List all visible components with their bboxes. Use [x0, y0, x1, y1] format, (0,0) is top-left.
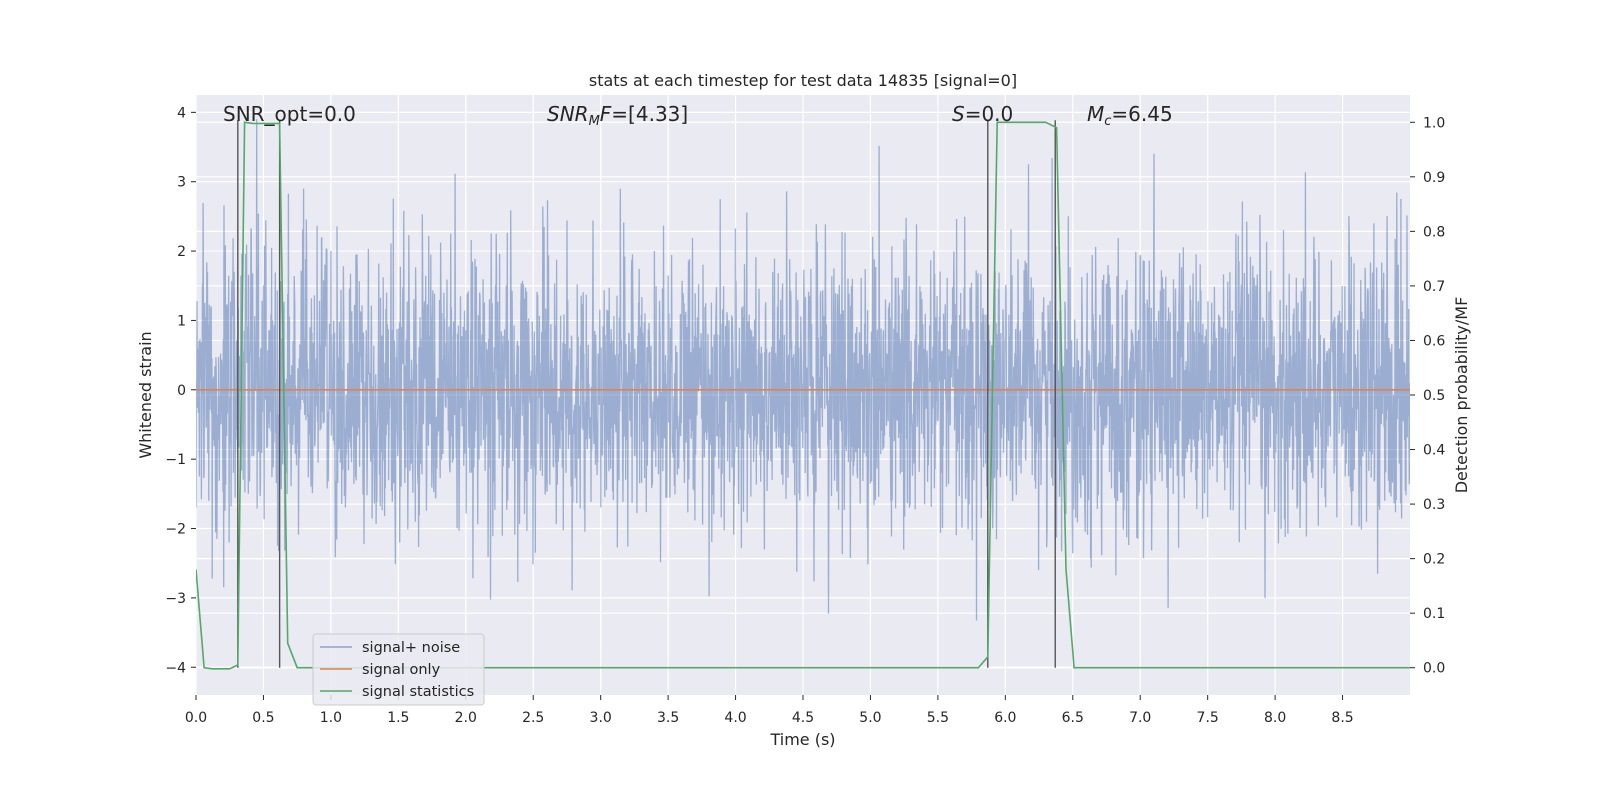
legend-label-signal-noise: signal+ noise — [362, 640, 460, 656]
x-tick-label-5: 2.5 — [522, 710, 544, 726]
y2-tick-label-6: 0.6 — [1423, 333, 1445, 349]
y2-tick-label-9: 0.9 — [1423, 170, 1445, 186]
x-tick-label-15: 7.5 — [1197, 710, 1219, 726]
y2-tick-label-8: 0.8 — [1423, 224, 1445, 240]
y-tick-label-5: 1 — [177, 313, 186, 329]
y-axis-label: Whitened strain — [136, 331, 155, 458]
series-signal-noise-line — [196, 119, 1410, 621]
y-tick-label-6: 2 — [177, 244, 186, 260]
y2-tick-label-5: 0.5 — [1423, 388, 1445, 404]
annotations: SNR_opt=0.0 SNRMF=[4.33] S=0.0 Mc=6.45 — [223, 102, 1173, 129]
y2-tick-label-4: 0.4 — [1423, 443, 1445, 459]
y-axis-ticks: −4 −3 −2 −1 0 1 2 3 4 — [165, 105, 196, 676]
y2-tick-label-1: 0.1 — [1423, 606, 1445, 622]
x-tick-label-14: 7.0 — [1129, 710, 1151, 726]
y-tick-label-2: −2 — [165, 522, 186, 538]
y-tick-label-3: −1 — [165, 452, 186, 468]
y2-tick-label-10: 1.0 — [1423, 115, 1445, 131]
chart-title: stats at each timestep for test data 148… — [589, 71, 1017, 90]
annotation-snr-mf: SNRMF=[4.33] — [547, 102, 688, 129]
x-axis-ticks: 0.0 0.5 1.0 1.5 2.0 2.5 3.0 3.5 4.0 4.5 5.0 5.5 6.0 6… — [185, 695, 1354, 726]
y-tick-label-7: 3 — [177, 175, 186, 191]
y2-tick-label-2: 0.2 — [1423, 552, 1445, 568]
x-tick-label-8: 4.0 — [724, 710, 746, 726]
annotation-s: S=0.0 — [952, 102, 1013, 126]
legend-box — [312, 633, 485, 706]
y-tick-label-8: 4 — [177, 105, 186, 121]
x-tick-label-7: 3.5 — [657, 710, 679, 726]
x-tick-label-17: 8.5 — [1331, 710, 1353, 726]
y2-axis-ticks: 0.0 0.1 0.2 0.3 0.4 0.5 0.6 0.7 0.8 0.9 1.0 — [1410, 115, 1445, 677]
y2-tick-label-7: 0.7 — [1423, 279, 1445, 295]
x-tick-label-2: 1.0 — [320, 710, 342, 726]
y2-tick-label-0: 0.0 — [1423, 661, 1445, 677]
y2-axis-label: Detection probability/MF — [1452, 297, 1471, 494]
x-tick-label-12: 6.0 — [994, 710, 1016, 726]
x-axis-label: Time (s) — [769, 730, 835, 749]
y-tick-label-4: 0 — [177, 383, 186, 399]
annotation-mc: Mc=6.45 — [1087, 102, 1173, 129]
x-tick-label-9: 4.5 — [792, 710, 814, 726]
legend-label-signal-only: signal only — [362, 662, 441, 678]
legend: signal+ noise signal only signal statist… — [312, 633, 485, 706]
x-tick-label-11: 5.5 — [927, 710, 949, 726]
y-tick-label-1: −3 — [165, 591, 186, 607]
y-tick-label-0: −4 — [165, 660, 186, 676]
legend-label-signal-statistics: signal statistics — [362, 684, 474, 700]
x-tick-label-4: 2.0 — [455, 710, 477, 726]
x-tick-label-16: 8.0 — [1264, 710, 1286, 726]
vertical-markers — [237, 120, 1056, 668]
x-tick-label-0: 0.0 — [185, 710, 207, 726]
x-tick-label-1: 0.5 — [252, 710, 274, 726]
annotation-snr-opt: SNR_opt=0.0 — [223, 102, 356, 126]
x-tick-label-6: 3.0 — [590, 710, 612, 726]
x-tick-label-13: 6.5 — [1062, 710, 1084, 726]
x-tick-label-10: 5.0 — [859, 710, 881, 726]
x-tick-label-3: 1.5 — [387, 710, 409, 726]
y2-tick-label-3: 0.3 — [1423, 497, 1445, 513]
